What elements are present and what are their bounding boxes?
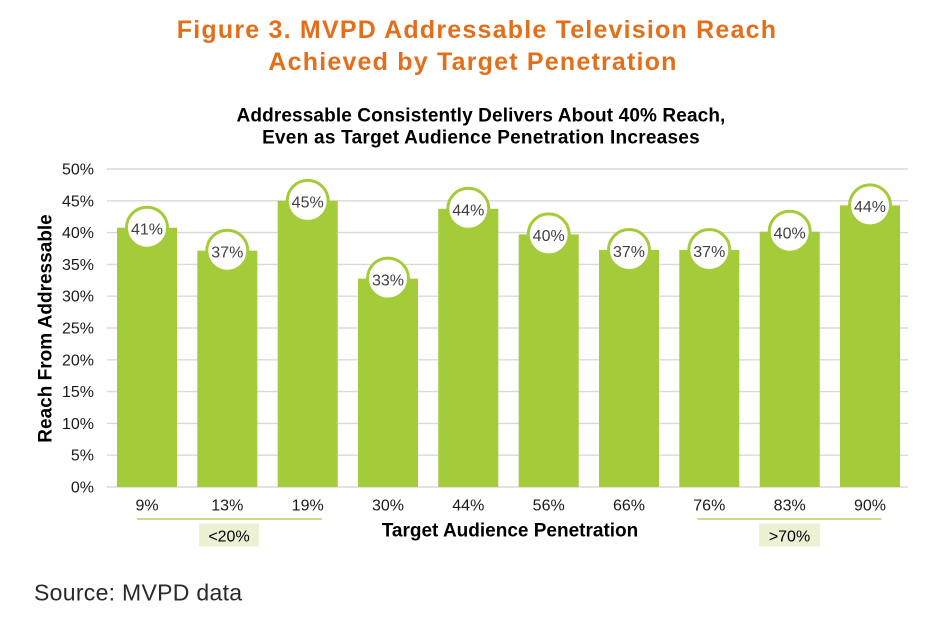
svg-text:Achieved by Target Penetration: Achieved by Target Penetration	[268, 48, 677, 76]
svg-text:13%: 13%	[211, 498, 243, 515]
svg-text:5%: 5%	[71, 448, 94, 465]
svg-text:30%: 30%	[62, 289, 94, 306]
svg-text:30%: 30%	[372, 498, 404, 515]
svg-text:<20%: <20%	[208, 529, 249, 546]
svg-text:37%: 37%	[693, 244, 725, 261]
svg-text:40%: 40%	[774, 226, 806, 243]
svg-text:33%: 33%	[372, 272, 404, 289]
svg-text:35%: 35%	[62, 257, 94, 274]
svg-text:44%: 44%	[854, 199, 886, 216]
svg-text:Target Audience Penetration: Target Audience Penetration	[382, 521, 639, 542]
svg-text:66%: 66%	[613, 498, 645, 515]
svg-text:45%: 45%	[292, 195, 324, 212]
svg-text:19%: 19%	[292, 498, 324, 515]
svg-text:>70%: >70%	[769, 529, 810, 546]
svg-text:Source: MVPD data: Source: MVPD data	[34, 580, 242, 606]
svg-text:76%: 76%	[693, 498, 725, 515]
svg-text:20%: 20%	[62, 352, 94, 369]
svg-text:44%: 44%	[452, 203, 484, 220]
svg-text:37%: 37%	[613, 244, 645, 261]
svg-text:Addressable Consistently Deliv: Addressable Consistently Delivers About …	[237, 106, 726, 127]
svg-text:25%: 25%	[62, 321, 94, 338]
svg-text:45%: 45%	[62, 193, 94, 210]
svg-text:40%: 40%	[62, 225, 94, 242]
svg-text:56%: 56%	[533, 498, 565, 515]
svg-text:Even as Target Audience Penetr: Even as Target Audience Penetration Incr…	[262, 128, 700, 149]
svg-text:37%: 37%	[211, 245, 243, 262]
svg-text:41%: 41%	[131, 222, 163, 239]
svg-text:9%: 9%	[135, 498, 158, 515]
svg-text:Figure 3. MVPD Addressable Tel: Figure 3. MVPD Addressable Television Re…	[177, 16, 777, 44]
svg-text:0%: 0%	[71, 480, 94, 497]
svg-text:90%: 90%	[854, 498, 886, 515]
svg-text:Reach From Addressable: Reach From Addressable	[36, 214, 57, 442]
svg-text:50%: 50%	[62, 162, 94, 179]
svg-text:44%: 44%	[452, 498, 484, 515]
svg-text:10%: 10%	[62, 416, 94, 433]
svg-text:15%: 15%	[62, 384, 94, 401]
svg-text:83%: 83%	[774, 498, 806, 515]
svg-text:40%: 40%	[533, 228, 565, 245]
